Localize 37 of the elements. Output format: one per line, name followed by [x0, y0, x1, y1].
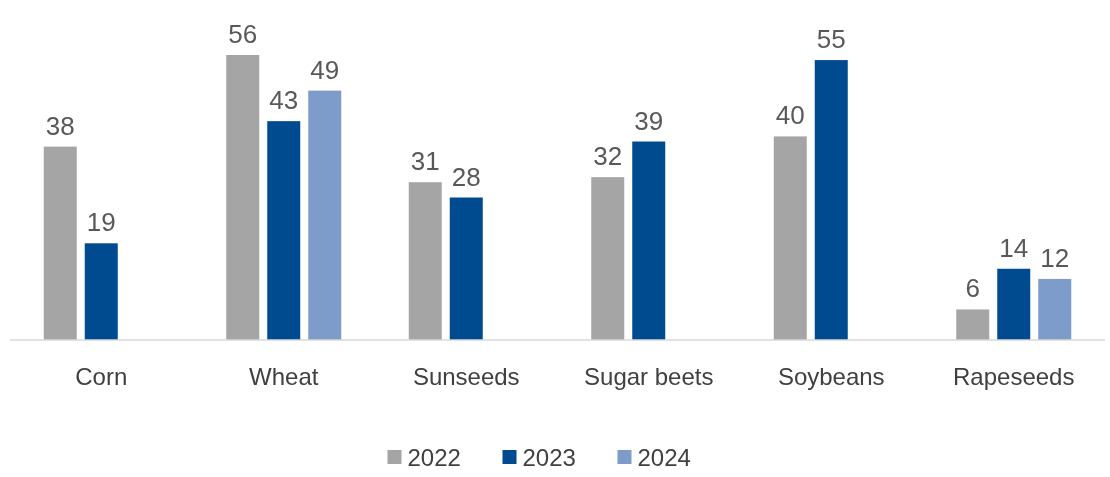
bar: [814, 60, 848, 340]
data-label: 28: [451, 161, 481, 192]
bar: [997, 268, 1031, 340]
legend-label: 2023: [522, 444, 576, 471]
bar: [1038, 278, 1072, 340]
data-label: 6: [965, 273, 980, 304]
x-tick-label: Sugar beets: [584, 363, 714, 390]
x-tick-label: Soybeans: [777, 363, 885, 390]
x-tick-label: Rapeseeds: [953, 363, 1075, 390]
bar: [408, 182, 442, 340]
bar: [43, 146, 77, 340]
legend-label: 2022: [407, 444, 461, 471]
data-label: 55: [816, 24, 846, 55]
data-label: 31: [410, 146, 440, 177]
x-tick-label: Wheat: [249, 363, 319, 390]
data-label: 38: [45, 110, 75, 141]
bar: [773, 136, 807, 340]
bar: [267, 121, 301, 340]
data-label: 43: [269, 85, 299, 116]
bar: [84, 243, 118, 340]
legend-label: 2024: [637, 444, 691, 471]
data-label: 40: [775, 100, 805, 131]
bar: [449, 197, 483, 340]
data-label: 19: [86, 207, 116, 238]
data-label: 14: [999, 232, 1029, 263]
bar: [226, 55, 260, 340]
data-label: 12: [1040, 242, 1070, 273]
data-label: 39: [634, 105, 664, 136]
data-label: 49: [310, 54, 340, 85]
data-label: 32: [593, 141, 623, 172]
bar: [956, 309, 990, 340]
data-label: 56: [228, 19, 258, 49]
x-tick-label: Sunseeds: [412, 363, 520, 390]
bar: [632, 141, 666, 340]
bar: [308, 90, 342, 340]
x-tick-label: Corn: [75, 363, 128, 390]
bar: [591, 177, 625, 340]
